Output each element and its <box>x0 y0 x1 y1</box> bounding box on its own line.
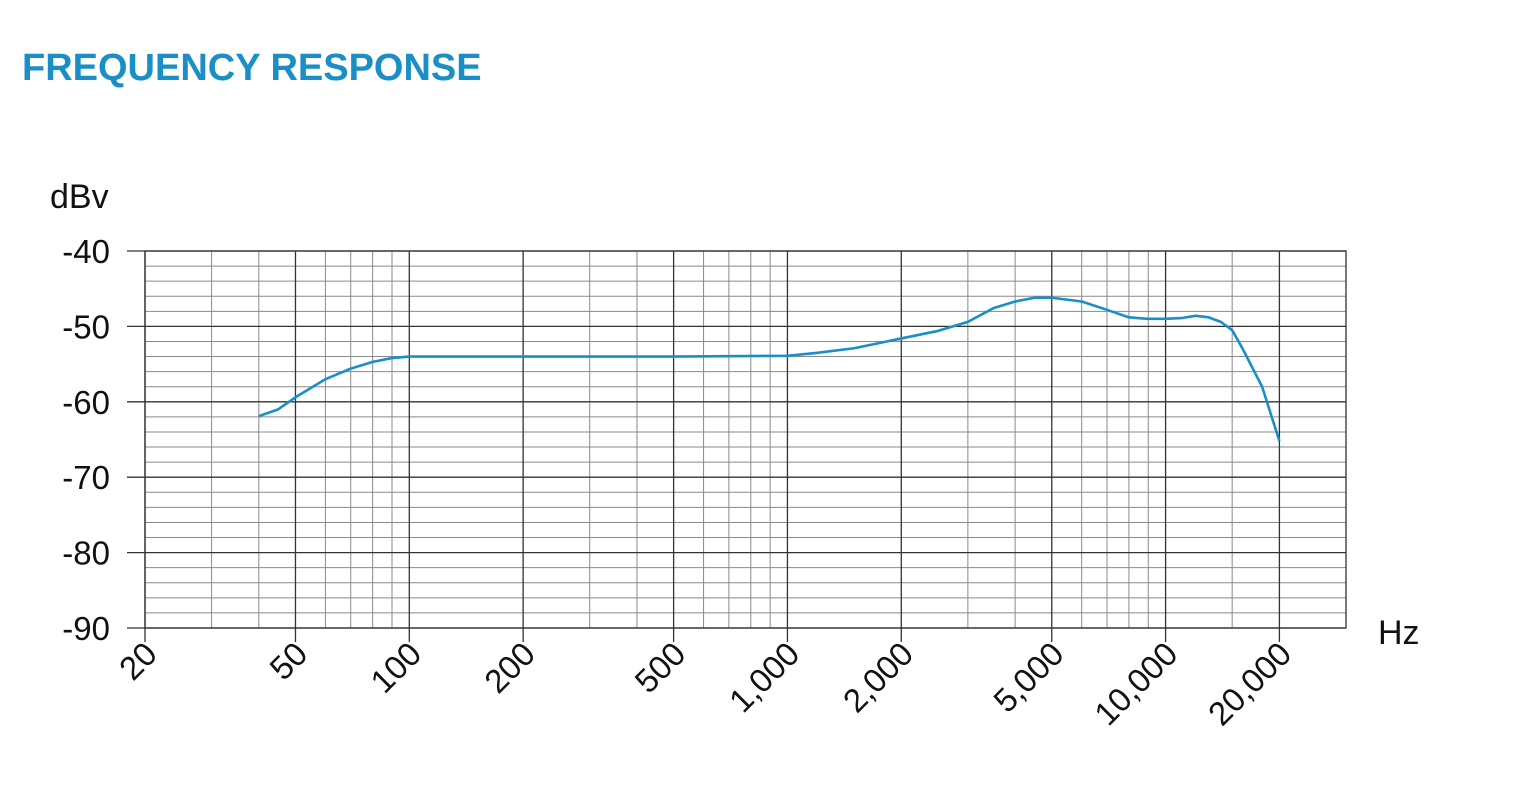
x-tick-label: 1,000 <box>722 635 807 720</box>
x-tick-label: 500 <box>627 635 692 700</box>
plot-frame <box>144 250 1347 629</box>
y-tick-label: -50 <box>62 308 110 345</box>
chart-title: FREQUENCY RESPONSE <box>22 47 482 89</box>
y-tick-label: -80 <box>62 535 110 572</box>
response-curve <box>258 296 1281 442</box>
x-tick-label: 100 <box>363 635 428 700</box>
x-axis-label: Hz <box>1378 614 1420 652</box>
y-tick-label: -60 <box>62 384 110 421</box>
x-tick-label: 2,000 <box>836 635 921 720</box>
y-tick-label: -70 <box>62 459 110 496</box>
x-tick-label: 20 <box>112 635 164 687</box>
x-tick-label: 200 <box>477 635 542 700</box>
x-tick-label: 50 <box>262 635 314 687</box>
x-tick-label: 20,000 <box>1201 635 1299 733</box>
x-tick-label: 10,000 <box>1087 635 1185 733</box>
y-tick-label: -40 <box>62 233 110 270</box>
y-tick-label: -90 <box>62 610 110 647</box>
x-tick-label: 5,000 <box>986 635 1071 720</box>
y-axis-label: dBv <box>50 178 109 216</box>
